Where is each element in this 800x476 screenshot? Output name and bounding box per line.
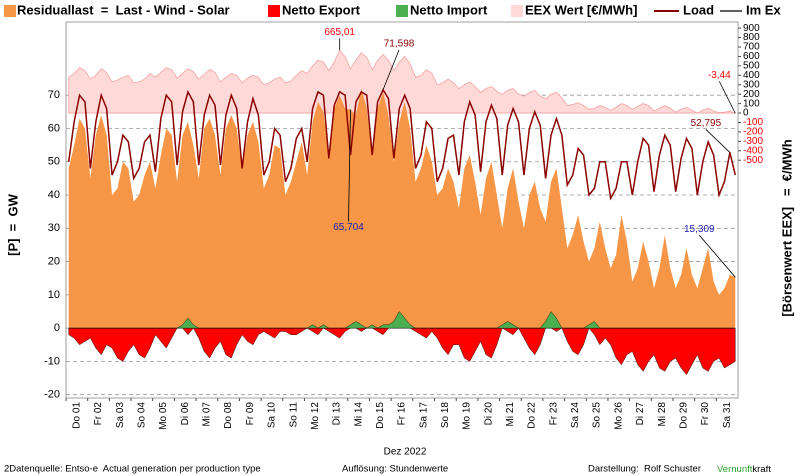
brand-b: kraft — [752, 464, 771, 475]
y-tick-label: 0 — [54, 322, 60, 334]
x-tick-label: Sa 31 — [722, 402, 733, 429]
y2-tick-label: 0 — [743, 108, 749, 119]
data-label: -3,44 — [708, 70, 731, 81]
legend-label: Residuallast = Last - Wind - Solar — [17, 2, 230, 17]
x-tick-label: Mi 21 — [505, 402, 516, 427]
data-label: 65,704 — [333, 222, 364, 233]
y2-tick-label: -500 — [743, 155, 763, 166]
data-label: 52,795 — [691, 118, 722, 129]
legend-marker — [396, 5, 408, 17]
y2-tick-label: 100 — [743, 98, 760, 109]
y2-tick-label: 400 — [743, 70, 760, 81]
area-series — [68, 311, 736, 329]
data-label: 71,598 — [384, 39, 415, 50]
x-tick-label: Di 06 — [180, 402, 191, 426]
y-tick-label: 20 — [48, 255, 60, 267]
y2-tick-label: -100 — [743, 117, 763, 128]
y-tick-label: 40 — [48, 189, 60, 201]
x-tick-label: Do 22 — [527, 402, 538, 429]
x-tick-label: Fr 02 — [93, 402, 104, 426]
y-tick-label: 30 — [48, 222, 60, 234]
area-series — [68, 88, 736, 329]
area-series — [68, 49, 736, 114]
x-tick-label: Mi 07 — [202, 402, 213, 427]
x-tick-label: So 04 — [137, 402, 148, 429]
y-tick-label: 50 — [48, 156, 60, 168]
x-tick-label: Fr 23 — [548, 402, 559, 426]
y2-tick-label: -200 — [743, 127, 763, 138]
brand-a: Vernunft — [717, 464, 753, 475]
y2-axis-label: [Börsenwert EEX] = €/MWh — [779, 139, 794, 316]
y2-tick-label: 900 — [743, 23, 760, 34]
x-tick-label: Do 15 — [375, 402, 386, 429]
x-tick-label: Sa 17 — [418, 402, 429, 429]
x-tick-label: Do 01 — [71, 402, 82, 429]
x-tick-label: Di 13 — [332, 402, 343, 426]
x-tick-label: Mi 14 — [353, 402, 364, 427]
footer-brand: Vernunftkraft — [717, 464, 771, 475]
x-tick-label: Do 29 — [678, 402, 689, 429]
y2-tick-label: 300 — [743, 79, 760, 90]
x-tick-label: Sa 10 — [267, 402, 278, 429]
footer-source: 2Datenquelle: Entso-e Actual generation … — [4, 464, 261, 475]
footer-resolution: Auflösung: Stundenwerte — [342, 464, 448, 475]
annotation-leader — [348, 109, 351, 222]
y2-tick-label: 600 — [743, 51, 760, 62]
x-tick-label: Di 27 — [635, 402, 646, 426]
data-label: 665,01 — [324, 27, 355, 38]
y-tick-label: 60 — [48, 122, 60, 134]
x-tick-label: Do 08 — [223, 402, 234, 429]
legend-label: Netto Import — [410, 2, 488, 17]
y-tick-label: 70 — [48, 89, 60, 101]
x-tick-label: So 25 — [592, 402, 603, 429]
x-tick-label: Fr 09 — [245, 402, 256, 426]
y2-tick-label: -400 — [743, 145, 763, 156]
y-tick-label: -10 — [44, 355, 60, 367]
x-tick-label: So 11 — [288, 402, 299, 428]
y-axis-label: [P] = GW — [5, 193, 20, 255]
legend-label: Netto Export — [282, 2, 361, 17]
x-tick-label: Di 20 — [483, 402, 494, 426]
x-tick-label: Mo 12 — [310, 402, 321, 430]
x-tick-label: Mi 28 — [657, 402, 668, 427]
footer-author: Darstellung: Rolf Schuster — [588, 464, 701, 475]
x-axis-label: Dez 2022 — [384, 447, 427, 458]
legend-marker — [4, 5, 16, 17]
x-tick-label: Mo 05 — [158, 402, 169, 430]
legend-label: EEX Wert [€/MWh] — [525, 2, 637, 17]
annotation-leader — [705, 129, 731, 153]
y2-tick-label: 200 — [743, 89, 760, 100]
x-tick-label: Mo 19 — [462, 402, 473, 430]
y2-tick-label: 700 — [743, 42, 760, 53]
y-tick-label: -20 — [44, 389, 60, 401]
annotation-leader — [382, 49, 400, 91]
x-tick-label: Fr 30 — [700, 402, 711, 426]
area-series — [68, 327, 736, 376]
x-tick-label: So 18 — [440, 402, 451, 429]
data-label: 15,309 — [684, 224, 715, 235]
x-tick-label: Fr 16 — [397, 402, 408, 426]
legend-label: Im Ex — [746, 2, 781, 17]
legend-marker — [511, 5, 523, 17]
y2-tick-label: -300 — [743, 136, 763, 147]
legend-label: Load — [683, 2, 714, 17]
annotation-leader — [698, 234, 736, 278]
line-series — [67, 88, 737, 201]
y2-tick-label: 800 — [743, 32, 760, 43]
x-tick-label: Mo 26 — [613, 402, 624, 430]
y2-tick-label: 500 — [743, 61, 760, 72]
annotation-leader — [718, 81, 736, 114]
x-tick-label: Sa 24 — [570, 402, 581, 429]
legend-marker — [268, 5, 280, 17]
y-tick-label: 10 — [48, 289, 60, 301]
x-tick-label: Sa 03 — [115, 402, 126, 429]
plot-frame — [65, 21, 739, 399]
